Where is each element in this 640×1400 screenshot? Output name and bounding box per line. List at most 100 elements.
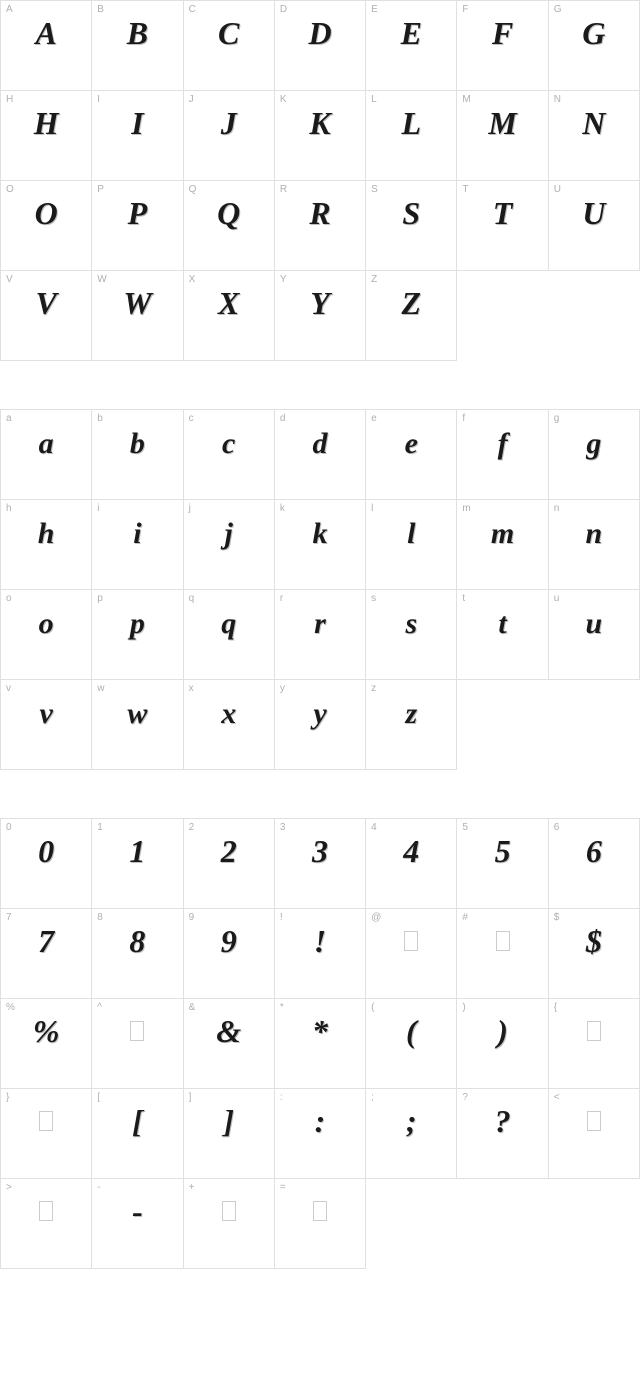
glyph-sample: T xyxy=(457,193,547,235)
glyph-cell: # xyxy=(457,909,548,999)
glyph-cell: > xyxy=(1,1179,92,1269)
section-gap xyxy=(0,361,640,409)
glyph-cell: dd xyxy=(275,410,366,500)
glyph-sample: r xyxy=(275,604,365,643)
glyph-sample: M xyxy=(457,103,547,145)
cell-key-label: > xyxy=(6,1182,12,1193)
glyph-cell: ZZ xyxy=(366,271,457,361)
cell-key-label: + xyxy=(189,1182,195,1193)
glyph-cell: PP xyxy=(92,181,183,271)
cell-key-label: m xyxy=(462,503,470,514)
glyph-cell: -- xyxy=(92,1179,183,1269)
missing-glyph-icon xyxy=(39,1201,53,1221)
glyph-cell: 33 xyxy=(275,819,366,909)
cell-key-label: < xyxy=(554,1092,560,1103)
glyph-cell: pp xyxy=(92,590,183,680)
glyph-sample: S xyxy=(366,193,456,235)
glyph-sample: d xyxy=(275,424,365,463)
cell-key-label: } xyxy=(6,1092,9,1103)
glyph-cell: < xyxy=(549,1089,640,1179)
glyph-cell: !! xyxy=(275,909,366,999)
cell-key-label: w xyxy=(97,683,104,694)
glyph-cell: 77 xyxy=(1,909,92,999)
glyph-cell: } xyxy=(1,1089,92,1179)
glyph-cell: VV xyxy=(1,271,92,361)
glyph-sample: f xyxy=(457,424,547,463)
glyph-cell: 55 xyxy=(457,819,548,909)
glyph-cell: hh xyxy=(1,500,92,590)
glyph-cell: yy xyxy=(275,680,366,770)
glyph-cell: ss xyxy=(366,590,457,680)
glyph-sample: q xyxy=(184,604,274,643)
glyph-cell: DD xyxy=(275,1,366,91)
missing-glyph-icon xyxy=(587,1021,601,1041)
cell-key-label: x xyxy=(189,683,194,694)
glyph-cell: )) xyxy=(457,999,548,1089)
cell-key-label: z xyxy=(371,683,376,694)
glyph-cell: qq xyxy=(184,590,275,680)
glyph-cell: ii xyxy=(92,500,183,590)
glyph-cell: tt xyxy=(457,590,548,680)
glyph-cell: NN xyxy=(549,91,640,181)
glyph-sample: 3 xyxy=(275,831,365,873)
character-map: AABBCCDDEEFFGGHHIIJJKKLLMMNNOOPPQQRRSSTT… xyxy=(0,0,640,1269)
glyph-cell: SS xyxy=(366,181,457,271)
glyph-sample: Z xyxy=(366,283,456,325)
glyph-sample: y xyxy=(275,694,365,733)
cell-key-label: i xyxy=(97,503,99,514)
glyph-cell: 00 xyxy=(1,819,92,909)
glyph-cell: bb xyxy=(92,410,183,500)
glyph-cell: II xyxy=(92,91,183,181)
glyph-sample: ) xyxy=(457,1011,547,1053)
glyph-cell: ^ xyxy=(92,999,183,1089)
glyph-sample: h xyxy=(1,514,91,553)
glyph-cell: ee xyxy=(366,410,457,500)
section-gap xyxy=(0,770,640,818)
glyph-sample: E xyxy=(366,13,456,55)
glyph-sample: a xyxy=(1,424,91,463)
glyph-sample: z xyxy=(366,694,456,733)
glyph-cell: aa xyxy=(1,410,92,500)
cell-key-label: # xyxy=(462,912,468,923)
glyph-sample: ? xyxy=(457,1101,547,1143)
glyph-sample: 4 xyxy=(366,831,456,873)
cell-key-label: u xyxy=(554,593,560,604)
glyph-sample: K xyxy=(275,103,365,145)
glyph-cell: [[ xyxy=(92,1089,183,1179)
glyph-sample: I xyxy=(92,103,182,145)
glyph-sample: s xyxy=(366,604,456,643)
glyph-cell: 44 xyxy=(366,819,457,909)
glyph-sample: $ xyxy=(549,921,639,963)
glyph-cell: QQ xyxy=(184,181,275,271)
glyph-sample: b xyxy=(92,424,182,463)
glyph-cell: (( xyxy=(366,999,457,1089)
glyph-sample: t xyxy=(457,604,547,643)
glyph-cell: 88 xyxy=(92,909,183,999)
glyph-sample: w xyxy=(92,694,182,733)
glyph-cell: XX xyxy=(184,271,275,361)
section-uppercase: AABBCCDDEEFFGGHHIIJJKKLLMMNNOOPPQQRRSSTT… xyxy=(0,0,640,361)
glyph-sample: Y xyxy=(275,283,365,325)
cell-key-label: e xyxy=(371,413,377,424)
glyph-sample: ( xyxy=(366,1011,456,1053)
glyph-cell: WW xyxy=(92,271,183,361)
glyph-sample: L xyxy=(366,103,456,145)
glyph-sample: p xyxy=(92,604,182,643)
cell-key-label: ^ xyxy=(97,1002,102,1013)
cell-key-label: a xyxy=(6,413,12,424)
glyph-cell: jj xyxy=(184,500,275,590)
missing-glyph-icon xyxy=(39,1111,53,1131)
glyph-cell: FF xyxy=(457,1,548,91)
glyph-cell: KK xyxy=(275,91,366,181)
glyph-sample: V xyxy=(1,283,91,325)
glyph-sample: A xyxy=(1,13,91,55)
missing-glyph-icon xyxy=(496,931,510,951)
glyph-cell: kk xyxy=(275,500,366,590)
glyph-cell: { xyxy=(549,999,640,1089)
glyph-sample: 2 xyxy=(184,831,274,873)
glyph-cell: CC xyxy=(184,1,275,91)
glyph-cell: 66 xyxy=(549,819,640,909)
glyph-sample: 1 xyxy=(92,831,182,873)
glyph-sample: j xyxy=(184,514,274,553)
glyph-cell: @ xyxy=(366,909,457,999)
